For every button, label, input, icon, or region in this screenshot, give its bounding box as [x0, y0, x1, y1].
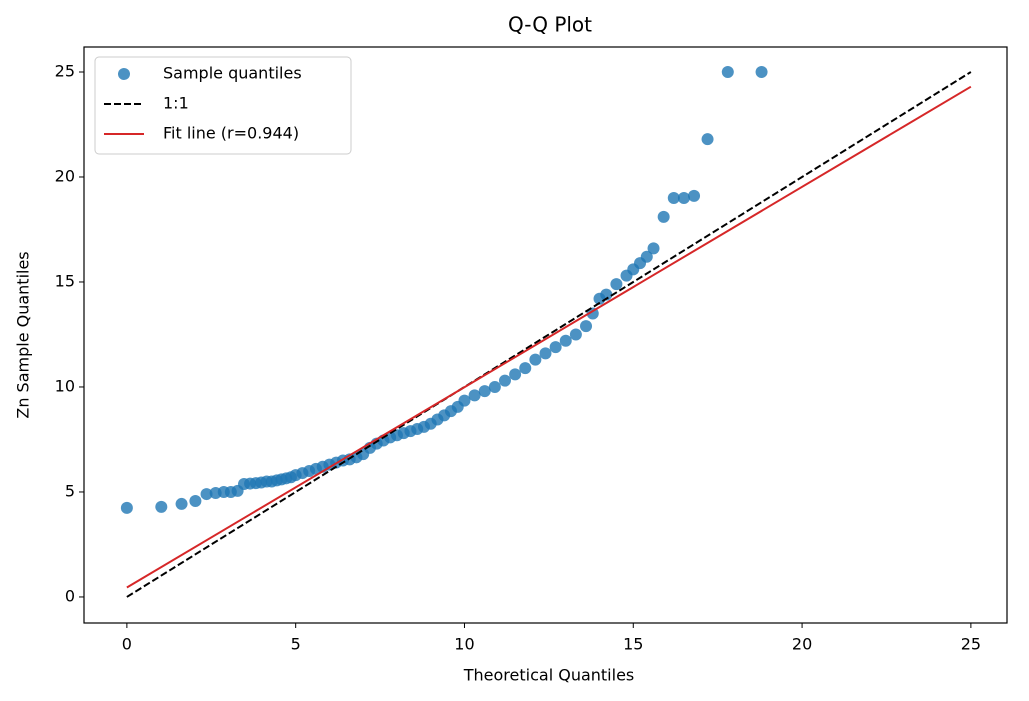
point	[586, 307, 599, 320]
line	[126, 85, 972, 589]
y-axis-label: Zn Sample Quantiles	[14, 251, 33, 418]
point	[569, 328, 582, 341]
point	[600, 288, 613, 301]
point	[580, 320, 593, 333]
line	[126, 71, 972, 598]
y-tick-label: 10	[55, 376, 75, 395]
point	[468, 389, 481, 402]
point	[667, 191, 680, 204]
legend-marker	[118, 68, 130, 80]
point	[559, 334, 572, 347]
point	[701, 133, 714, 146]
point	[721, 65, 734, 78]
y-tick-label: 20	[55, 166, 75, 185]
chart-title: Q-Q Plot	[508, 13, 592, 37]
x-tick-label: 0	[122, 635, 132, 654]
y-tick-label: 25	[55, 61, 75, 80]
y-tick-label: 15	[55, 271, 75, 290]
point	[755, 65, 768, 78]
point	[458, 394, 471, 407]
point	[189, 494, 202, 507]
point	[200, 488, 213, 501]
point	[539, 347, 552, 360]
plot-area	[120, 65, 972, 598]
point	[688, 189, 701, 202]
y-tick-label: 5	[65, 481, 75, 500]
point	[498, 374, 511, 387]
point	[478, 385, 491, 398]
point	[155, 500, 168, 513]
point	[529, 353, 542, 366]
legend-label: 1:1	[163, 94, 189, 113]
point	[657, 210, 670, 223]
x-tick-label: 10	[454, 635, 474, 654]
y-tick-label: 0	[65, 586, 75, 605]
x-tick-label: 15	[623, 635, 643, 654]
legend-label: Sample quantiles	[163, 64, 302, 83]
point	[640, 250, 653, 263]
point	[120, 501, 133, 514]
legend-label: Fit line (r=0.944)	[163, 124, 299, 143]
plot-frame	[83, 46, 1008, 624]
x-tick-label: 25	[961, 635, 981, 654]
x-tick-label: 5	[291, 635, 301, 654]
point	[509, 368, 522, 381]
legend-box	[94, 56, 352, 155]
point	[549, 341, 562, 354]
point	[677, 191, 690, 204]
x-tick-label: 20	[792, 635, 812, 654]
point	[647, 242, 660, 255]
point	[519, 362, 532, 375]
point	[175, 497, 188, 510]
point	[488, 380, 501, 393]
x-axis-label: Theoretical Quantiles	[463, 666, 635, 685]
point	[610, 278, 623, 291]
